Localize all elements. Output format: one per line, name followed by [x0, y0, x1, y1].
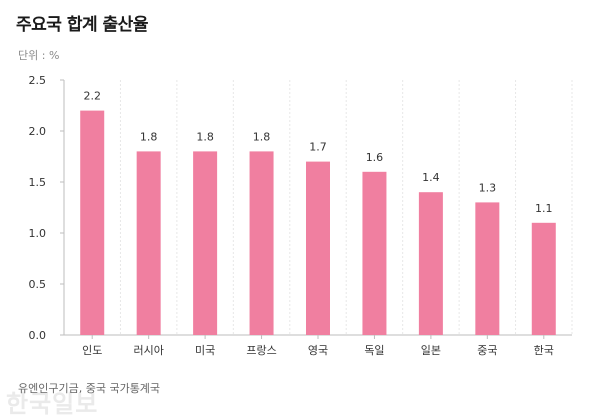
y-tick-label: 1.0: [29, 227, 47, 240]
value-label: 1.1: [535, 202, 553, 215]
bar-4: [306, 161, 330, 335]
category-label: 인도: [82, 344, 102, 357]
chart-title: 주요국 합계 출산율: [16, 15, 148, 35]
bar-6: [418, 192, 443, 335]
bar-0: [80, 110, 105, 335]
value-label: 1.6: [366, 151, 384, 164]
bar-1: [136, 151, 161, 335]
category-label: 독일: [364, 343, 384, 357]
category-label: 일본: [421, 343, 441, 357]
value-label: 1.4: [422, 171, 440, 184]
bar-2: [193, 151, 218, 335]
category-label: 미국: [195, 344, 215, 357]
bar-8: [531, 222, 556, 335]
y-tick-label: 0.5: [29, 278, 47, 291]
source-note: 유엔인구기금, 중국 국가통계국: [18, 382, 161, 395]
value-label: 1.3: [479, 181, 497, 194]
bar-3: [249, 151, 274, 335]
bar-7: [475, 202, 500, 335]
value-label: 1.8: [140, 130, 158, 143]
value-label: 1.8: [253, 130, 271, 143]
label-layer: 2.2 인도 1.8 러시아 1.8 미국 1.8 프랑스 1.7 영국 1.6 독일 1.4 일본 1.3…: [82, 90, 554, 357]
value-label: 1.7: [309, 141, 327, 154]
y-tick-label: 0.0: [29, 329, 47, 342]
bar-5: [362, 171, 387, 335]
category-label: 러시아: [133, 344, 163, 357]
category-label: 영국: [308, 344, 328, 357]
category-label: 한국: [534, 344, 554, 357]
bar-layer: [80, 110, 556, 335]
category-label: 중국: [477, 344, 497, 357]
y-tick-label: 2.5: [29, 74, 47, 87]
watermark-logo: 한국일보: [6, 390, 99, 418]
y-tick-label: 2.0: [29, 125, 47, 138]
category-label: 프랑스: [246, 344, 276, 357]
y-tick-label: 1.5: [29, 176, 47, 189]
unit-label: 단위 : %: [18, 49, 60, 62]
value-label: 2.2: [83, 90, 101, 103]
value-label: 1.8: [196, 130, 214, 143]
